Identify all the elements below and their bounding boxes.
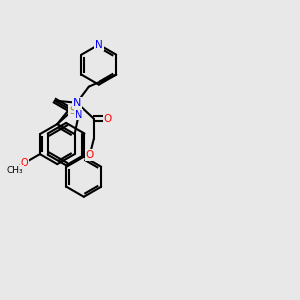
Text: N: N <box>75 110 82 119</box>
Text: N: N <box>73 98 81 108</box>
Text: N: N <box>95 40 103 50</box>
Text: O: O <box>104 114 112 124</box>
Text: O: O <box>86 150 94 160</box>
Text: O: O <box>20 158 28 168</box>
Text: CH₃: CH₃ <box>7 166 23 175</box>
Text: S: S <box>69 106 75 116</box>
